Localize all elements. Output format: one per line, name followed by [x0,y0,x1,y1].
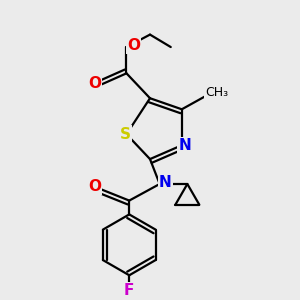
Text: CH₃: CH₃ [205,86,228,99]
Text: O: O [88,179,101,194]
Text: O: O [127,38,140,53]
Text: N: N [159,175,172,190]
Text: S: S [120,127,130,142]
Text: F: F [124,283,134,298]
Text: N: N [178,138,191,153]
Text: O: O [88,76,101,91]
